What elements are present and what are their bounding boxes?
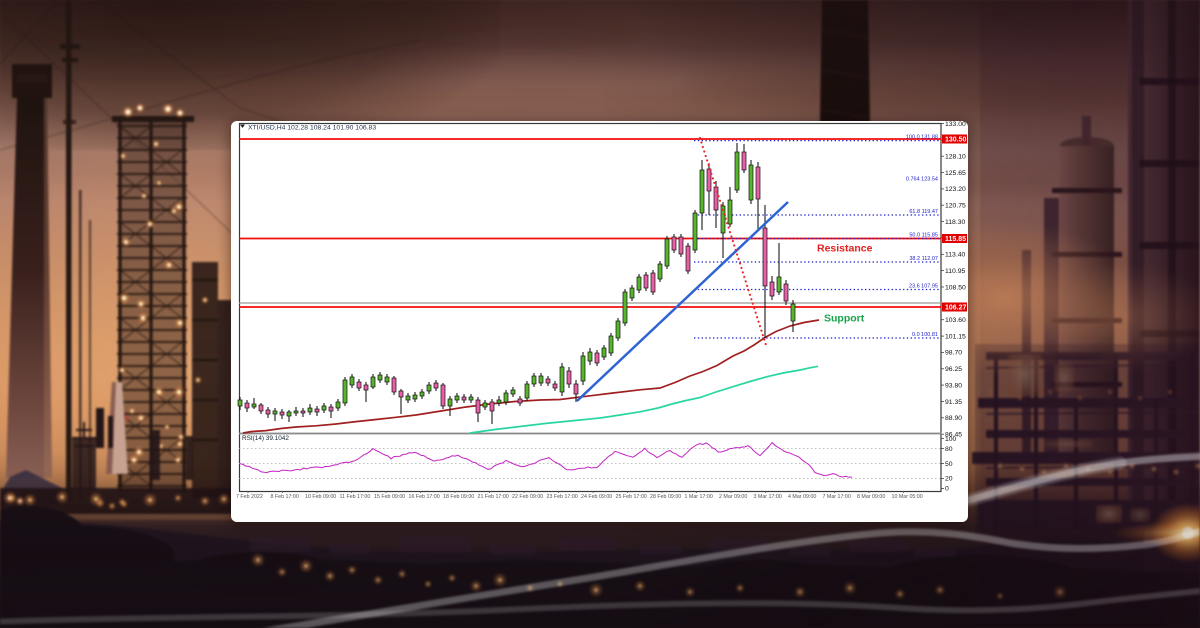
svg-text:25 Feb 17:00: 25 Feb 17:00 [616,494,647,500]
svg-text:Support: Support [824,313,865,325]
svg-text:23.6 107.95: 23.6 107.95 [909,284,938,290]
svg-text:23 Feb 17:00: 23 Feb 17:00 [547,494,578,500]
svg-text:0.764 123.54: 0.764 123.54 [906,177,938,183]
svg-text:10 Mar 05:00: 10 Mar 05:00 [892,494,923,500]
svg-text:100: 100 [945,436,957,443]
svg-text:20: 20 [945,476,953,483]
svg-text:128.10: 128.10 [945,154,966,161]
svg-text:106.27: 106.27 [945,305,967,312]
svg-text:0.0 100.81: 0.0 100.81 [912,332,938,338]
svg-text:16 Feb 17:00: 16 Feb 17:00 [409,494,440,500]
svg-text:XTI/USD,H4 102.28 108.24 101.: XTI/USD,H4 102.28 108.24 101.90 106.83 [248,125,376,132]
svg-text:1 Mar 17:00: 1 Mar 17:00 [685,494,713,500]
svg-text:130.50: 130.50 [945,137,967,144]
svg-text:50.0 115.85: 50.0 115.85 [909,233,938,239]
svg-text:93.80: 93.80 [945,382,962,389]
svg-text:113.40: 113.40 [945,252,966,259]
svg-text:24 Feb 09:00: 24 Feb 09:00 [581,494,612,500]
svg-text:123.20: 123.20 [945,186,966,193]
svg-text:103.60: 103.60 [945,317,966,324]
svg-text:133.00: 133.00 [945,121,966,128]
svg-text:96.25: 96.25 [945,366,962,373]
svg-text:108.50: 108.50 [945,284,966,291]
svg-text:10 Feb 09:00: 10 Feb 09:00 [305,494,336,500]
svg-text:RSI(14) 39.1042: RSI(14) 39.1042 [242,435,289,442]
svg-text:120.75: 120.75 [945,203,966,210]
svg-text:3 Mar 17:00: 3 Mar 17:00 [754,494,782,500]
svg-text:98.70: 98.70 [945,350,962,357]
svg-text:100.0 131.88: 100.0 131.88 [906,135,938,141]
svg-text:11 Feb 17:00: 11 Feb 17:00 [340,494,371,500]
svg-text:50: 50 [945,461,953,468]
svg-text:80: 80 [945,446,953,453]
svg-text:21 Feb 17:00: 21 Feb 17:00 [478,494,509,500]
svg-text:115.85: 115.85 [945,236,966,243]
svg-text:4 Mar 09:00: 4 Mar 09:00 [788,494,816,500]
svg-text:38.2 112.07: 38.2 112.07 [909,256,938,262]
svg-text:Resistance: Resistance [817,243,873,255]
svg-text:110.95: 110.95 [945,268,966,275]
svg-text:61.8 119.47: 61.8 119.47 [909,209,938,215]
svg-text:28 Feb 09:00: 28 Feb 09:00 [650,494,681,500]
svg-text:2 Mar 09:00: 2 Mar 09:00 [719,494,747,500]
svg-text:8 Feb 17:00: 8 Feb 17:00 [271,494,299,500]
svg-text:8 Mar 09:00: 8 Mar 09:00 [857,494,885,500]
svg-text:7 Feb 2022: 7 Feb 2022 [236,494,263,500]
svg-text:88.90: 88.90 [945,415,962,422]
svg-text:18 Feb 09:00: 18 Feb 09:00 [443,494,474,500]
svg-text:0: 0 [945,486,949,493]
svg-text:86.45: 86.45 [945,432,962,439]
svg-text:7 Mar 17:00: 7 Mar 17:00 [823,494,851,500]
svg-text:22 Feb 09:00: 22 Feb 09:00 [512,494,543,500]
svg-text:101.15: 101.15 [945,333,966,340]
svg-text:91.35: 91.35 [945,399,962,406]
svg-text:125.65: 125.65 [945,170,966,177]
svg-text:118.30: 118.30 [945,219,966,226]
svg-text:15 Feb 09:00: 15 Feb 09:00 [374,494,405,500]
